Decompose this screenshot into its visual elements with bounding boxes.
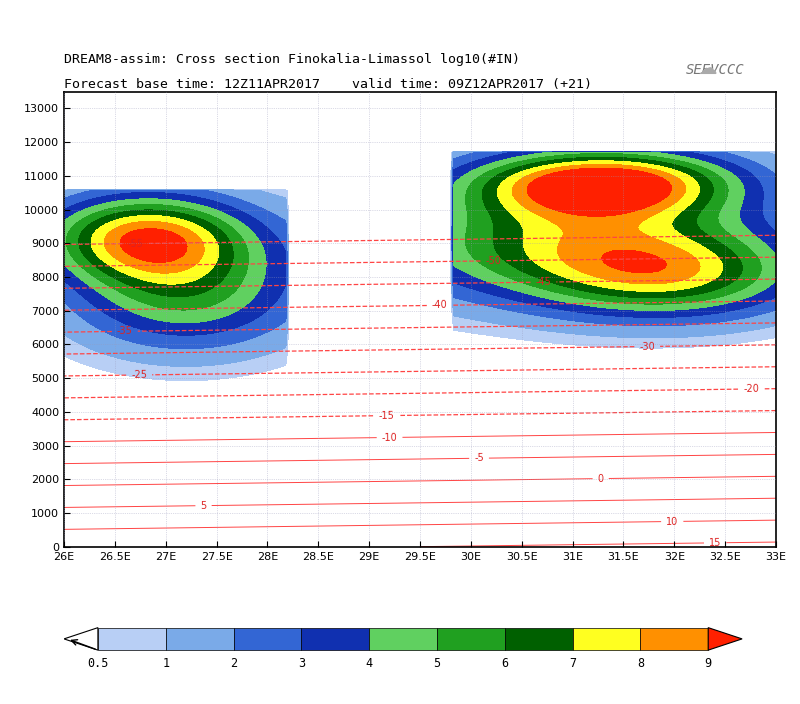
- Text: -50: -50: [486, 256, 502, 266]
- Text: -40: -40: [432, 300, 448, 310]
- Text: Forecast base time: 12Z11APR2017    valid time: 09Z12APR2017 (+21): Forecast base time: 12Z11APR2017 valid t…: [64, 78, 592, 91]
- Bar: [640, 628, 708, 650]
- Text: 7: 7: [569, 657, 576, 670]
- Text: DREAM8-assim: Cross section Finokalia-Limassol log10(#IN): DREAM8-assim: Cross section Finokalia-Li…: [64, 54, 520, 66]
- Text: 2: 2: [230, 657, 237, 670]
- Text: 4: 4: [366, 657, 373, 670]
- Bar: [437, 628, 505, 650]
- Text: -35: -35: [117, 326, 133, 337]
- Text: -10: -10: [382, 432, 398, 443]
- Text: 15: 15: [709, 538, 722, 548]
- Text: 0: 0: [598, 474, 604, 484]
- Bar: [302, 628, 369, 650]
- Bar: [369, 628, 437, 650]
- Text: -30: -30: [639, 341, 655, 351]
- Bar: [573, 628, 640, 650]
- Text: 8: 8: [637, 657, 644, 670]
- Text: SEEVCCC: SEEVCCC: [686, 63, 744, 77]
- Text: -45: -45: [535, 277, 551, 287]
- Text: 1: 1: [162, 657, 170, 670]
- Text: -25: -25: [131, 370, 147, 380]
- Text: -15: -15: [378, 410, 394, 421]
- Text: 3: 3: [298, 657, 305, 670]
- Text: -55: -55: [127, 239, 144, 249]
- Text: ☁: ☁: [698, 59, 718, 78]
- Text: -5: -5: [474, 453, 484, 463]
- Text: 5: 5: [200, 501, 206, 510]
- Text: 10: 10: [666, 517, 678, 527]
- Bar: [166, 628, 234, 650]
- Polygon shape: [64, 628, 98, 650]
- Polygon shape: [708, 628, 742, 650]
- Text: 6: 6: [501, 657, 508, 670]
- Text: 0.5: 0.5: [87, 657, 109, 670]
- Bar: [234, 628, 302, 650]
- Text: -20: -20: [743, 384, 759, 394]
- Text: 9: 9: [705, 657, 712, 670]
- Text: 5: 5: [434, 657, 441, 670]
- Bar: [98, 628, 166, 650]
- Bar: [505, 628, 573, 650]
